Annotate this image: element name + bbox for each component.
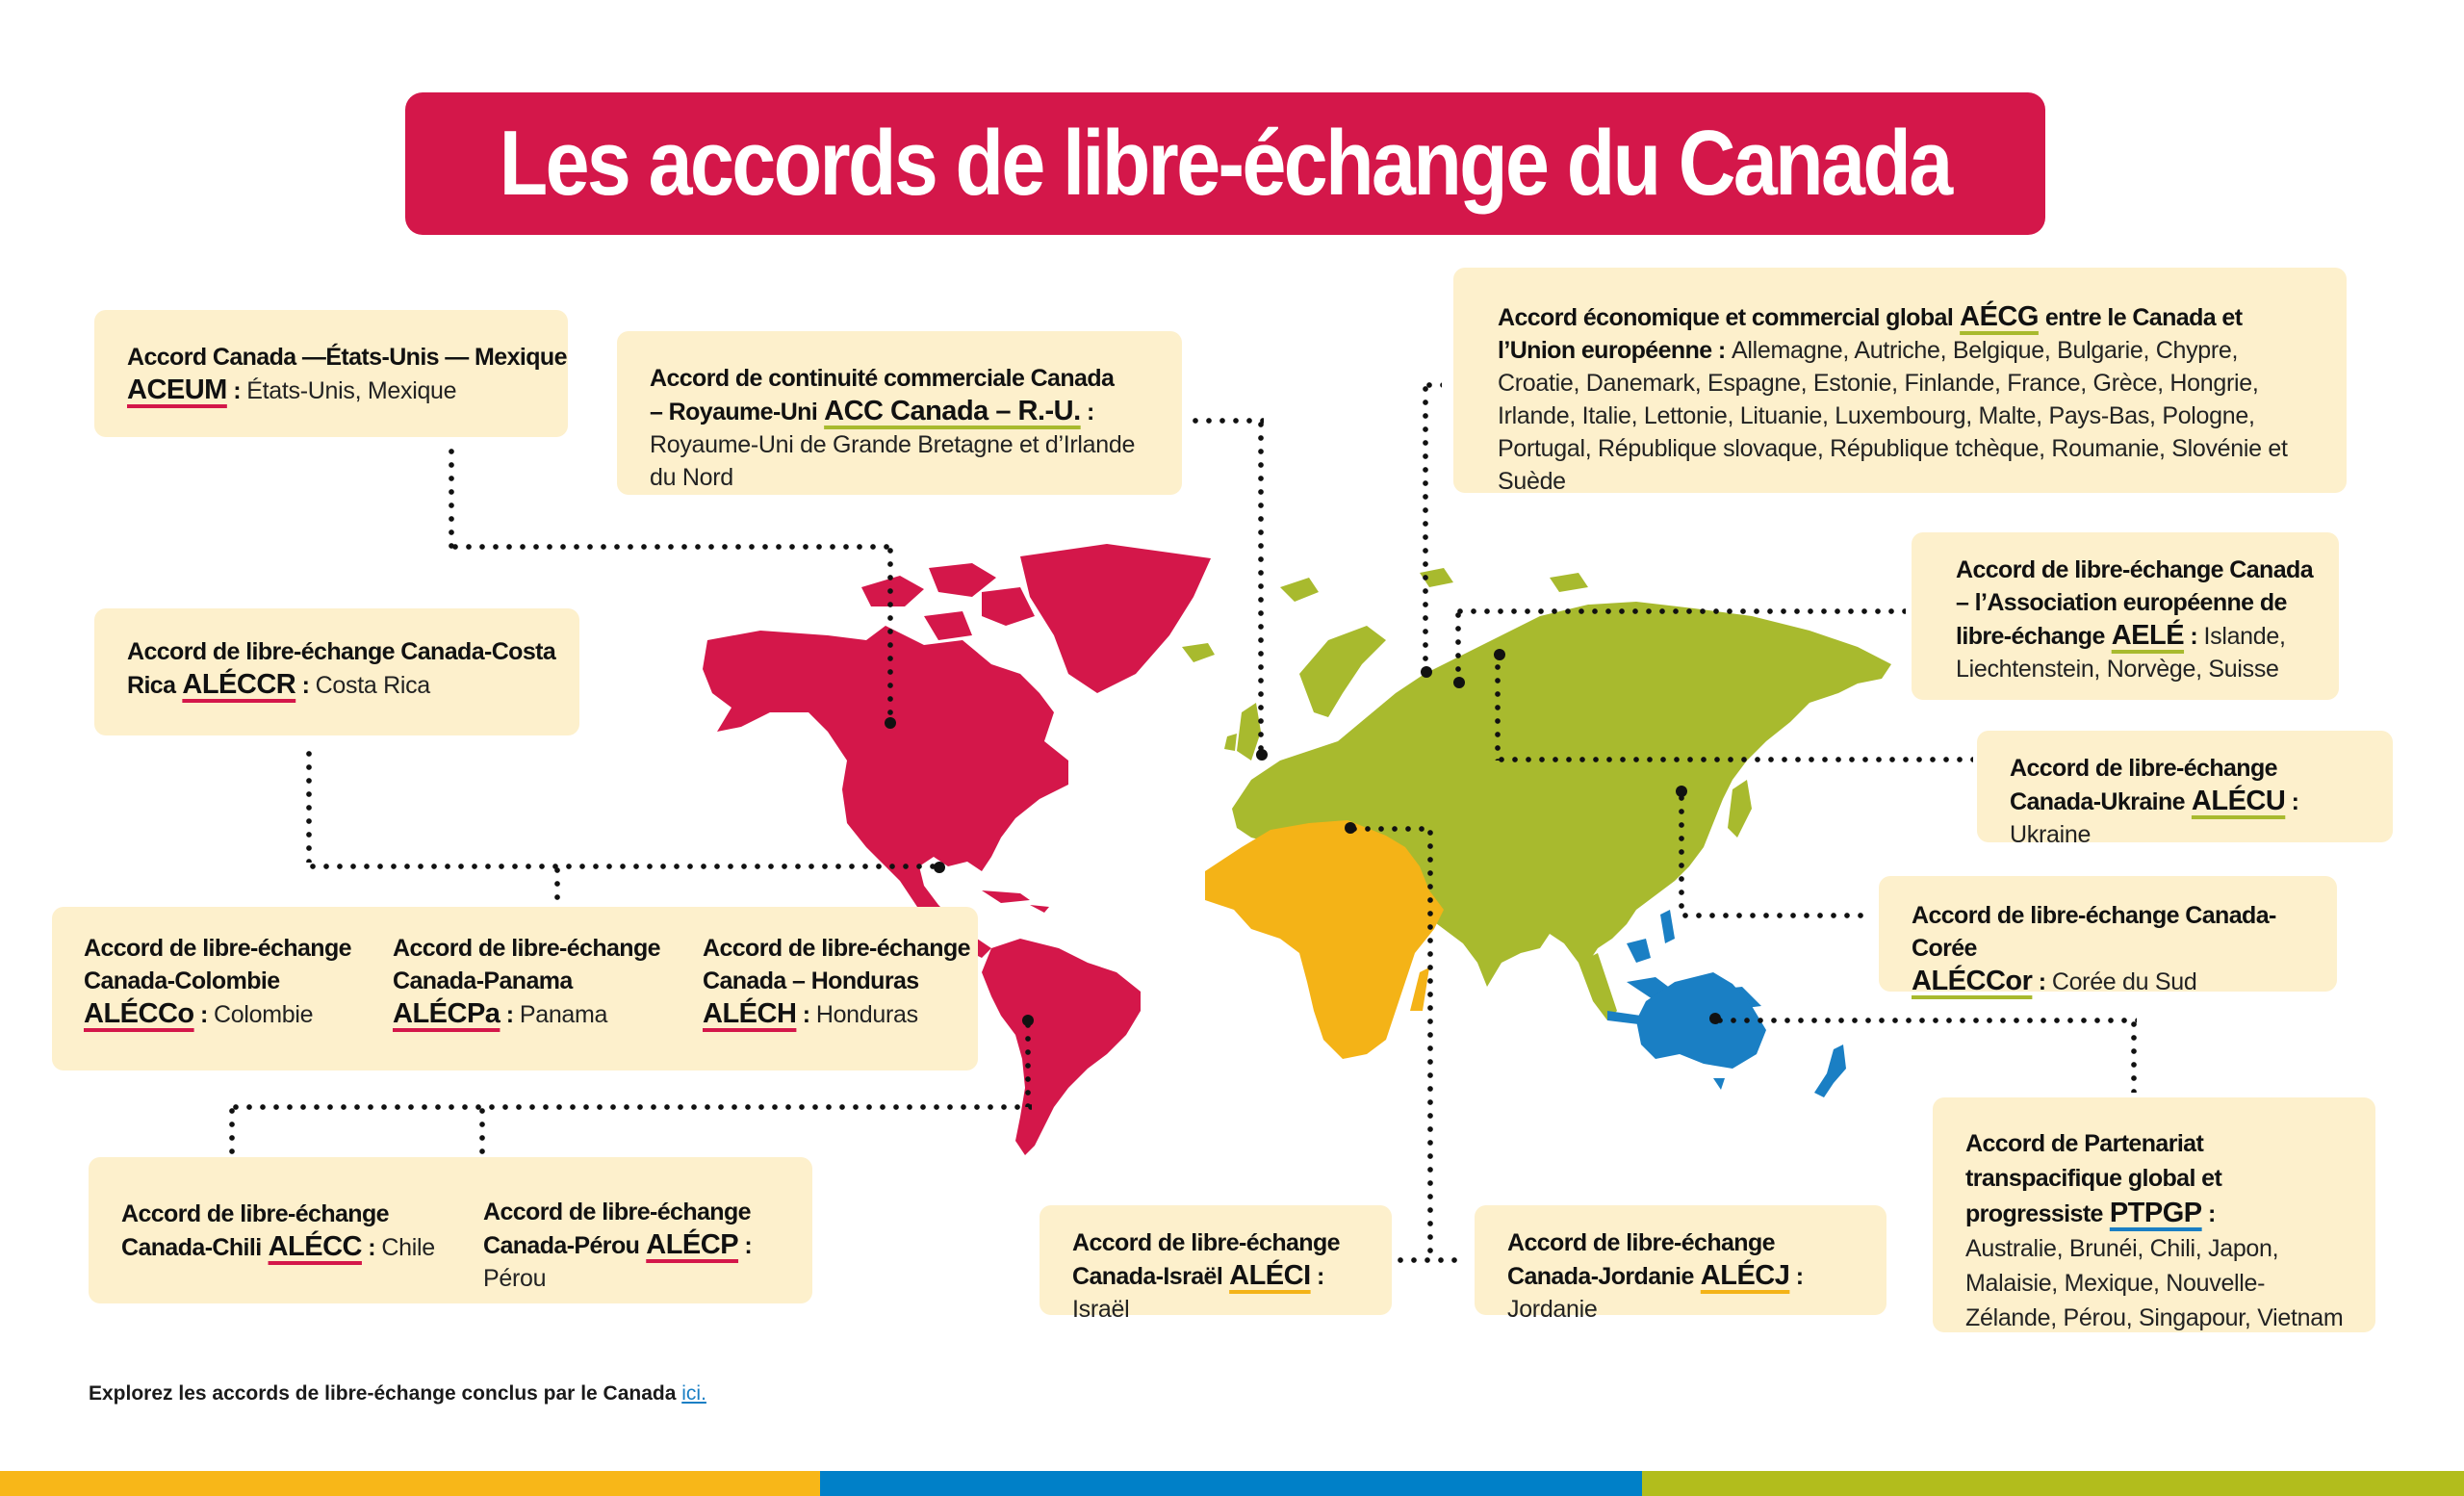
pin-south-america [1022, 1015, 1034, 1026]
box-aleci: Accord de libre-échange Canada-Israël AL… [1040, 1205, 1392, 1323]
connector-chile-v [229, 1104, 235, 1154]
stripe-green [1642, 1471, 2464, 1496]
alecco-acronym: ALÉCCo [84, 998, 194, 1029]
alecu-countries: Ukraine [2010, 821, 2092, 848]
stripe-yellow [0, 1471, 820, 1496]
connector-central-h [306, 864, 941, 869]
box-acc-ru: Accord de continuité commerciale Canada … [617, 331, 1182, 495]
connector-ptpgp-v [2131, 1018, 2137, 1093]
footer-text: Explorez les accords de libre-échange co… [89, 1382, 682, 1405]
alecco-countries: Colombie [214, 1001, 314, 1028]
box-aceum: Accord Canada —États-Unis — Mexique ACEU… [94, 310, 568, 437]
agreement-alecpa: Accord de libre-échange Canada-Panama AL… [393, 935, 661, 1029]
aceum-acronym: ACEUM [127, 374, 227, 405]
connector-peru-v [479, 1104, 485, 1154]
aecg-countries: Allemagne, Autriche, Belgique, Bulgarie,… [1498, 337, 2288, 495]
ptpgp-countries: Australie, Brunéi, Chili, Japon, Malaisi… [1965, 1235, 2344, 1331]
connector-alecu-h [1495, 757, 1973, 762]
connector-aecg-h [1423, 382, 1442, 388]
box-aleccr: Accord de libre-échange Canada-Costa Ric… [94, 608, 579, 735]
box-ptpgp: Accord de Partenariat transpacifique glo… [1933, 1097, 2375, 1332]
alech-countries: Honduras [815, 1001, 918, 1028]
pin-israel-jordan [1345, 822, 1356, 834]
eurasia-region [1182, 568, 1891, 1020]
connector-ptpgp-h [1713, 1018, 2137, 1023]
aleccr-countries: Costa Rica [315, 672, 431, 699]
page-title: Les accords de libre-échange du Canada [500, 112, 1953, 215]
box-aecg: Accord économique et commercial global A… [1453, 268, 2347, 495]
connector-aecg-v [1423, 382, 1428, 671]
aleci-acronym: ALÉCI [1229, 1260, 1311, 1291]
connector-aleccor-h [1679, 913, 1865, 918]
alecpa-acronym: ALÉCPa [393, 998, 500, 1029]
connector-alecu-v [1495, 647, 1501, 761]
pin-korea [1676, 786, 1687, 797]
alech-acronym: ALÉCH [703, 998, 797, 1029]
aele-acronym: AELÉ [2111, 620, 2185, 651]
agreement-alecc: Accord de libre-échange Canada-Chili ALÉ… [121, 1200, 435, 1262]
acc-ru-countries: Royaume-Uni de Grande Bretagne et d’Irla… [650, 431, 1136, 491]
connector-costa-v [306, 747, 312, 863]
oceania-region [1607, 910, 1846, 1097]
connector-aceum-v1 [449, 445, 454, 549]
box-aele: Accord de libre-échange Canada – l’Assoc… [1912, 532, 2339, 700]
connector-mideast-h2 [1394, 1257, 1465, 1263]
aleccor-countries: Corée du Sud [2051, 968, 2197, 995]
alecp-acronym: ALÉCP [646, 1229, 739, 1260]
pin-australia [1709, 1013, 1721, 1024]
box-alecu: Accord de libre-échange Canada-Ukraine A… [1977, 731, 2393, 848]
alecp-countries: Pérou [483, 1265, 547, 1292]
connector-acc-h [1189, 418, 1264, 424]
alecc-acronym: ALÉCC [268, 1231, 363, 1262]
connector-aceum-h [449, 544, 893, 550]
box-aleccor: Accord de libre-échange Canada-Corée ALÉ… [1879, 876, 2337, 996]
footer-link[interactable]: ici. [681, 1382, 706, 1405]
africa-region [1205, 820, 1444, 1059]
alecpa-countries: Panama [519, 1001, 608, 1028]
connector-acc-v [1258, 418, 1264, 755]
aleccr-acronym: ALÉCCR [182, 669, 296, 700]
box-central-south: Accord de libre-échange Canada-Colombie … [52, 907, 978, 1070]
acc-ru-acronym: ACC Canada – R.-U. [824, 396, 1081, 426]
alecj-countries: Jordanie [1507, 1296, 1598, 1323]
pin-ukraine [1494, 649, 1505, 660]
connector-aele-h [1453, 608, 1906, 614]
pin-canada [885, 717, 896, 729]
connector-mideast-v [1427, 826, 1433, 1259]
connector-aleccor-v [1679, 791, 1684, 916]
stripe-blue [820, 1471, 1642, 1496]
aele-countries: Islande, Liechtenstein, Norvège, Suisse [1956, 623, 2286, 683]
alecc-countries: Chile [381, 1234, 435, 1261]
connector-aele-v [1455, 608, 1461, 680]
aleccor-acronym: ALÉCCor [1912, 966, 2033, 996]
alecj-acronym: ALÉCJ [1700, 1260, 1790, 1291]
aceum-title: Accord Canada —États-Unis — Mexique [127, 344, 567, 371]
connector-mideast-h [1348, 826, 1430, 832]
ptpgp-acronym: PTPGP [2109, 1198, 2202, 1228]
pin-central-america [934, 862, 945, 873]
box-alecj: Accord de libre-échange Canada-Jordanie … [1475, 1205, 1886, 1323]
agreement-alecco: Accord de libre-échange Canada-Colombie … [84, 935, 352, 1029]
aleci-countries: Israël [1072, 1296, 1130, 1323]
box-chile-peru: Accord de libre-échange Canada-Chili ALÉ… [89, 1157, 812, 1303]
agreement-alech: Accord de libre-échange Canada – Hondura… [703, 935, 971, 1029]
pin-eu [1421, 666, 1432, 678]
pin-uk [1256, 749, 1268, 761]
title-banner: Les accords de libre-échange du Canada [405, 92, 2045, 235]
agreement-alecp: Accord de libre-échange Canada-Pérou ALÉ… [483, 1199, 753, 1292]
connector-south-h [229, 1104, 1032, 1110]
connector-south-v [1025, 1019, 1031, 1107]
aceum-countries: États-Unis, Mexique [246, 377, 457, 404]
footer-note: Explorez les accords de libre-échange co… [89, 1382, 706, 1406]
connector-aceum-v2 [887, 544, 893, 725]
aecg-acronym: AÉCG [1960, 301, 2039, 332]
alecu-acronym: ALÉCU [2191, 786, 2286, 816]
americas-region [703, 544, 1211, 1155]
pin-efta [1453, 677, 1465, 688]
connector-panama-v [554, 864, 560, 908]
